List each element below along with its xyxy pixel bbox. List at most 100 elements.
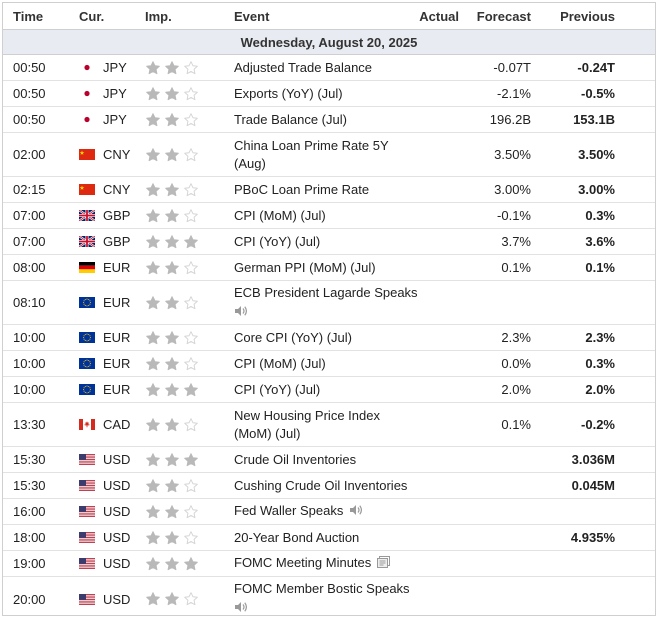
flag-us-icon xyxy=(79,499,95,524)
star-filled-icon xyxy=(164,182,180,198)
col-header-actual[interactable]: Actual xyxy=(419,8,459,24)
event-previous xyxy=(535,551,615,576)
star-filled-icon xyxy=(164,260,180,276)
event-name[interactable]: Adjusted Trade Balance xyxy=(234,59,373,75)
star-filled-icon xyxy=(145,112,161,128)
table-row[interactable]: 00:50 JPY Adjusted Trade Balance -0.07T … xyxy=(3,55,655,81)
table-row[interactable]: 16:00 USD Fed Waller Speaks xyxy=(3,499,655,525)
event-time: 07:00 xyxy=(13,234,46,249)
table-row[interactable]: 13:30 CAD New Housing Price Index (MoM) … xyxy=(3,403,655,447)
event-name[interactable]: China Loan Prime Rate 5Y (Aug) xyxy=(234,137,389,171)
event-name[interactable]: CPI (YoY) (Jul) xyxy=(234,381,321,397)
event-time: 00:50 xyxy=(13,60,46,75)
table-row[interactable]: 08:10 EUR ECB President Lagarde Speaks xyxy=(3,281,655,325)
event-name[interactable]: PBoC Loan Prime Rate xyxy=(234,181,370,197)
event-cell: German PPI (MoM) (Jul) xyxy=(234,255,419,280)
table-row[interactable]: 18:00 USD 20-Year Bond Auction 4.935% xyxy=(3,525,655,551)
col-header-previous[interactable]: Previous xyxy=(560,8,615,24)
table-row[interactable]: 07:00 GBP CPI (YoY) (Jul) 3.7% 3.6% xyxy=(3,229,655,255)
table-row[interactable]: 15:30 USD Cushing Crude Oil Inventories … xyxy=(3,473,655,499)
event-forecast: 3.00% xyxy=(494,182,531,197)
flag-eu-icon xyxy=(79,351,95,376)
event-previous: 0.045M xyxy=(571,478,615,493)
importance-stars xyxy=(145,281,199,324)
importance-stars xyxy=(145,403,199,446)
event-name[interactable]: CPI (MoM) (Jul) xyxy=(234,355,326,371)
importance-stars xyxy=(145,203,199,228)
event-name[interactable]: New Housing Price Index (MoM) (Jul) xyxy=(234,407,380,441)
star-filled-icon xyxy=(145,382,161,398)
event-currency: EUR xyxy=(103,356,131,371)
event-previous: 3.50% xyxy=(578,147,615,162)
table-row[interactable]: 15:30 USD Crude Oil Inventories 3.036M xyxy=(3,447,655,473)
table-row[interactable]: 10:00 EUR Core CPI (YoY) (Jul) 2.3% 2.3% xyxy=(3,325,655,351)
event-name[interactable]: ECB President Lagarde Speaks xyxy=(234,284,418,300)
table-row[interactable]: 07:00 GBP CPI (MoM) (Jul) -0.1% 0.3% xyxy=(3,203,655,229)
event-name[interactable]: FOMC Member Bostic Speaks xyxy=(234,581,410,596)
importance-stars xyxy=(145,107,199,132)
event-currency: EUR xyxy=(103,295,131,310)
event-forecast: 3.7% xyxy=(501,234,531,249)
event-cell: Exports (YoY) (Jul) xyxy=(234,81,419,106)
event-currency: USD xyxy=(103,452,131,467)
star-empty-icon xyxy=(183,417,199,433)
star-empty-icon xyxy=(183,330,199,346)
event-actual xyxy=(399,525,459,550)
event-cell: Trade Balance (Jul) xyxy=(234,107,419,132)
event-actual xyxy=(399,551,459,576)
event-actual xyxy=(399,281,459,324)
event-name[interactable]: German PPI (MoM) (Jul) xyxy=(234,259,376,275)
event-name[interactable]: FOMC Meeting Minutes xyxy=(234,555,372,571)
col-header-importance[interactable]: Imp. xyxy=(145,8,172,24)
col-header-event[interactable]: Event xyxy=(234,8,270,24)
table-row[interactable]: 10:00 EUR CPI (MoM) (Jul) 0.0% 0.3% xyxy=(3,351,655,377)
event-time: 00:50 xyxy=(13,112,46,127)
event-name[interactable]: 20-Year Bond Auction xyxy=(234,529,360,545)
table-row[interactable]: 00:50 JPY Exports (YoY) (Jul) -2.1% -0.5… xyxy=(3,81,655,107)
event-time: 10:00 xyxy=(13,382,46,397)
event-cell: CPI (MoM) (Jul) xyxy=(234,203,419,228)
event-name[interactable]: Fed Waller Speaks xyxy=(234,503,344,519)
speaker-icon[interactable] xyxy=(234,600,410,618)
table-row[interactable]: 19:00 USD FOMC Meeting Minutes xyxy=(3,551,655,577)
importance-stars xyxy=(145,81,199,106)
table-row[interactable]: 00:50 JPY Trade Balance (Jul) 196.2B 153… xyxy=(3,107,655,133)
col-header-time[interactable]: Time xyxy=(13,8,44,24)
star-filled-icon xyxy=(145,478,161,494)
star-empty-icon xyxy=(183,147,199,163)
event-name[interactable]: Trade Balance (Jul) xyxy=(234,111,347,127)
col-header-currency[interactable]: Cur. xyxy=(79,8,105,24)
event-forecast xyxy=(461,499,531,524)
table-row[interactable]: 08:00 EUR German PPI (MoM) (Jul) 0.1% 0.… xyxy=(3,255,655,281)
table-row[interactable]: 10:00 EUR CPI (YoY) (Jul) 2.0% 2.0% xyxy=(3,377,655,403)
event-previous: 3.6% xyxy=(585,234,615,249)
event-time: 20:00 xyxy=(13,591,46,607)
event-name[interactable]: Cushing Crude Oil Inventories xyxy=(234,477,408,493)
event-previous xyxy=(535,499,615,524)
event-forecast xyxy=(461,525,531,550)
event-cell: CPI (YoY) (Jul) xyxy=(234,377,419,402)
speaker-icon[interactable] xyxy=(349,503,363,521)
table-row[interactable]: 02:15 CNY PBoC Loan Prime Rate 3.00% 3.0… xyxy=(3,177,655,203)
event-name[interactable]: CPI (MoM) (Jul) xyxy=(234,207,326,223)
event-name[interactable]: Exports (YoY) (Jul) xyxy=(234,85,343,101)
event-previous: 0.3% xyxy=(585,208,615,223)
event-cell: FOMC Meeting Minutes xyxy=(234,551,419,576)
star-filled-icon xyxy=(164,452,180,468)
table-row[interactable]: 20:00 USD FOMC Member Bostic Speaks xyxy=(3,577,655,621)
event-cell: Adjusted Trade Balance xyxy=(234,55,419,80)
event-name[interactable]: Core CPI (YoY) (Jul) xyxy=(234,329,352,345)
star-filled-icon xyxy=(164,234,180,250)
table-row[interactable]: 02:00 CNY China Loan Prime Rate 5Y (Aug)… xyxy=(3,133,655,177)
event-actual xyxy=(399,447,459,472)
event-name[interactable]: Crude Oil Inventories xyxy=(234,451,357,467)
event-cell: Fed Waller Speaks xyxy=(234,499,419,524)
speaker-icon[interactable] xyxy=(234,304,418,322)
event-time: 16:00 xyxy=(13,504,46,519)
document-icon[interactable] xyxy=(377,555,391,573)
col-header-forecast[interactable]: Forecast xyxy=(476,8,531,24)
importance-stars xyxy=(145,229,199,254)
event-name[interactable]: CPI (YoY) (Jul) xyxy=(234,233,321,249)
event-forecast xyxy=(461,473,531,498)
event-cell: 20-Year Bond Auction xyxy=(234,525,419,550)
